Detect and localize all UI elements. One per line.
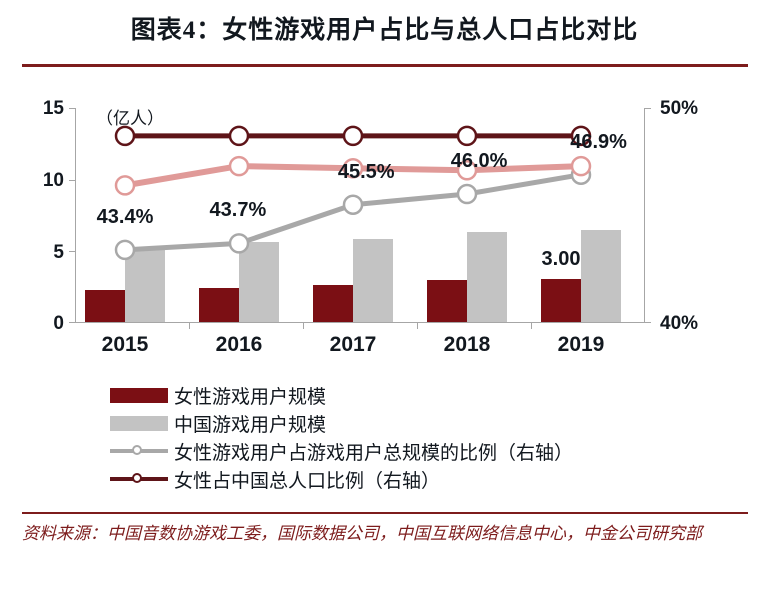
bar-female-2019: [541, 279, 581, 322]
data-label-share-2019: 46.9%: [570, 130, 627, 153]
bar-female-2018: [427, 280, 467, 322]
x-axis-line: [75, 322, 645, 323]
x-axis-label-2015: 2015: [101, 333, 149, 356]
y-tick-mark-15: [69, 108, 75, 109]
x-tick-mark-2018: [417, 323, 418, 329]
bar-total-2015: [125, 248, 165, 322]
y2-axis-line: [644, 108, 645, 323]
data-label-share-2016: 43.7%: [209, 199, 267, 222]
legend-label-total-scale: 中国游戏用户规模: [174, 414, 327, 436]
y-tick-mark-0: [69, 322, 75, 323]
y-axis-tick-15: 15: [42, 98, 64, 119]
y-tick-mark-5: [69, 251, 75, 252]
legend-line-circle-icon-population: [110, 471, 168, 487]
bar-total-2017: [353, 238, 393, 322]
x-tick-mark-2019: [531, 323, 532, 329]
legend-label-female-share: 女性游戏用户占游戏用户总规模的比例（右轴）: [174, 442, 574, 464]
title-divider: [22, 64, 748, 67]
legend-line-circle-icon-share: [110, 443, 168, 459]
data-label-share-2018: 46.0%: [450, 150, 508, 172]
y-tick-mark-10: [69, 180, 75, 181]
legend-item-population-share[interactable]: 女性占中国总人口比例（右轴）: [110, 465, 710, 493]
legend-swatch-icon-female: [110, 387, 168, 403]
bar-total-2019: [581, 230, 621, 322]
bar-female-2017: [313, 284, 353, 322]
data-label-share-2017: 45.5%: [337, 160, 395, 183]
bar-total-2016: [239, 241, 279, 322]
bar-female-2015: [85, 290, 125, 322]
x-tick-mark-2016: [189, 323, 190, 329]
bar-female-2016: [199, 287, 239, 322]
y2-axis-tick-50: 50%: [660, 98, 699, 119]
x-axis-label-2019: 2019: [557, 333, 605, 356]
legend-label-population-share: 女性占中国总人口比例（右轴）: [174, 470, 441, 492]
x-tick-mark-2017: [303, 323, 304, 329]
legend-item-female-share[interactable]: 女性游戏用户占游戏用户总规模的比例（右轴）: [110, 437, 710, 465]
y-axis-tick-5: 5: [53, 242, 64, 263]
data-label-female-2019: 3.00: [541, 248, 581, 270]
legend-swatch-icon-total: [110, 415, 168, 431]
y2-tick-mark-50: [645, 108, 651, 109]
y-axis-tick-10: 10: [42, 170, 64, 191]
data-label-share-2015: 43.4%: [96, 205, 154, 228]
legend: 女性游戏用户规模 中国游戏用户规模 女性游戏用户占游戏用户总规模的比例（右轴） …: [110, 381, 710, 493]
legend-label-female-scale: 女性游戏用户规模: [174, 386, 327, 408]
source-note: 资料来源：中国音数协游戏工委，国际数据公司，中国互联网络信息中心，中金公司研究部: [22, 524, 702, 543]
plot-area: [69, 108, 651, 329]
x-axis-label-2016: 2016: [215, 333, 263, 356]
legend-item-total-scale[interactable]: 中国游戏用户规模: [110, 409, 710, 437]
y2-tick-mark-40: [645, 322, 651, 323]
page-title: 图表4：女性游戏用户占比与总人口占比对比: [130, 17, 639, 44]
x-axis-label-2017: 2017: [329, 333, 377, 356]
legend-item-female-scale[interactable]: 女性游戏用户规模: [110, 381, 710, 409]
y-axis-unit-label: （亿人）: [96, 109, 164, 128]
y-axis-line: [75, 108, 76, 323]
y2-axis-tick-40: 40%: [660, 313, 699, 334]
x-axis-label-2018: 2018: [443, 333, 491, 356]
y-axis-tick-0: 0: [53, 313, 64, 334]
bar-total-2018: [467, 231, 507, 322]
footer-divider: [22, 512, 748, 514]
